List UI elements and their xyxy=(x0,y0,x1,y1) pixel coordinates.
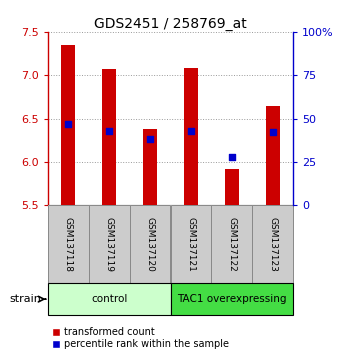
Bar xyxy=(170,205,211,283)
Text: GSM137120: GSM137120 xyxy=(146,217,154,272)
Point xyxy=(270,130,276,135)
Bar xyxy=(211,205,252,283)
Text: control: control xyxy=(91,294,127,304)
Title: GDS2451 / 258769_at: GDS2451 / 258769_at xyxy=(94,17,247,31)
Bar xyxy=(48,283,170,315)
Bar xyxy=(48,205,89,283)
Bar xyxy=(266,105,280,205)
Text: strain: strain xyxy=(9,294,41,304)
Bar xyxy=(130,205,170,283)
Text: TAC1 overexpressing: TAC1 overexpressing xyxy=(177,294,287,304)
Point xyxy=(65,121,71,127)
Bar xyxy=(170,283,293,315)
Bar xyxy=(143,129,157,205)
Point xyxy=(229,154,235,160)
Point xyxy=(188,128,194,133)
Text: GSM137121: GSM137121 xyxy=(187,217,195,272)
Text: GSM137118: GSM137118 xyxy=(64,217,73,272)
Text: GSM137122: GSM137122 xyxy=(227,217,236,272)
Point xyxy=(147,137,153,142)
Legend: transformed count, percentile rank within the sample: transformed count, percentile rank withi… xyxy=(53,327,229,349)
Bar xyxy=(102,69,116,205)
Bar xyxy=(61,45,75,205)
Bar xyxy=(252,205,293,283)
Text: GSM137123: GSM137123 xyxy=(268,217,277,272)
Text: GSM137119: GSM137119 xyxy=(105,217,114,272)
Point xyxy=(106,128,112,133)
Bar xyxy=(89,205,130,283)
Bar xyxy=(184,68,198,205)
Bar xyxy=(225,169,239,205)
